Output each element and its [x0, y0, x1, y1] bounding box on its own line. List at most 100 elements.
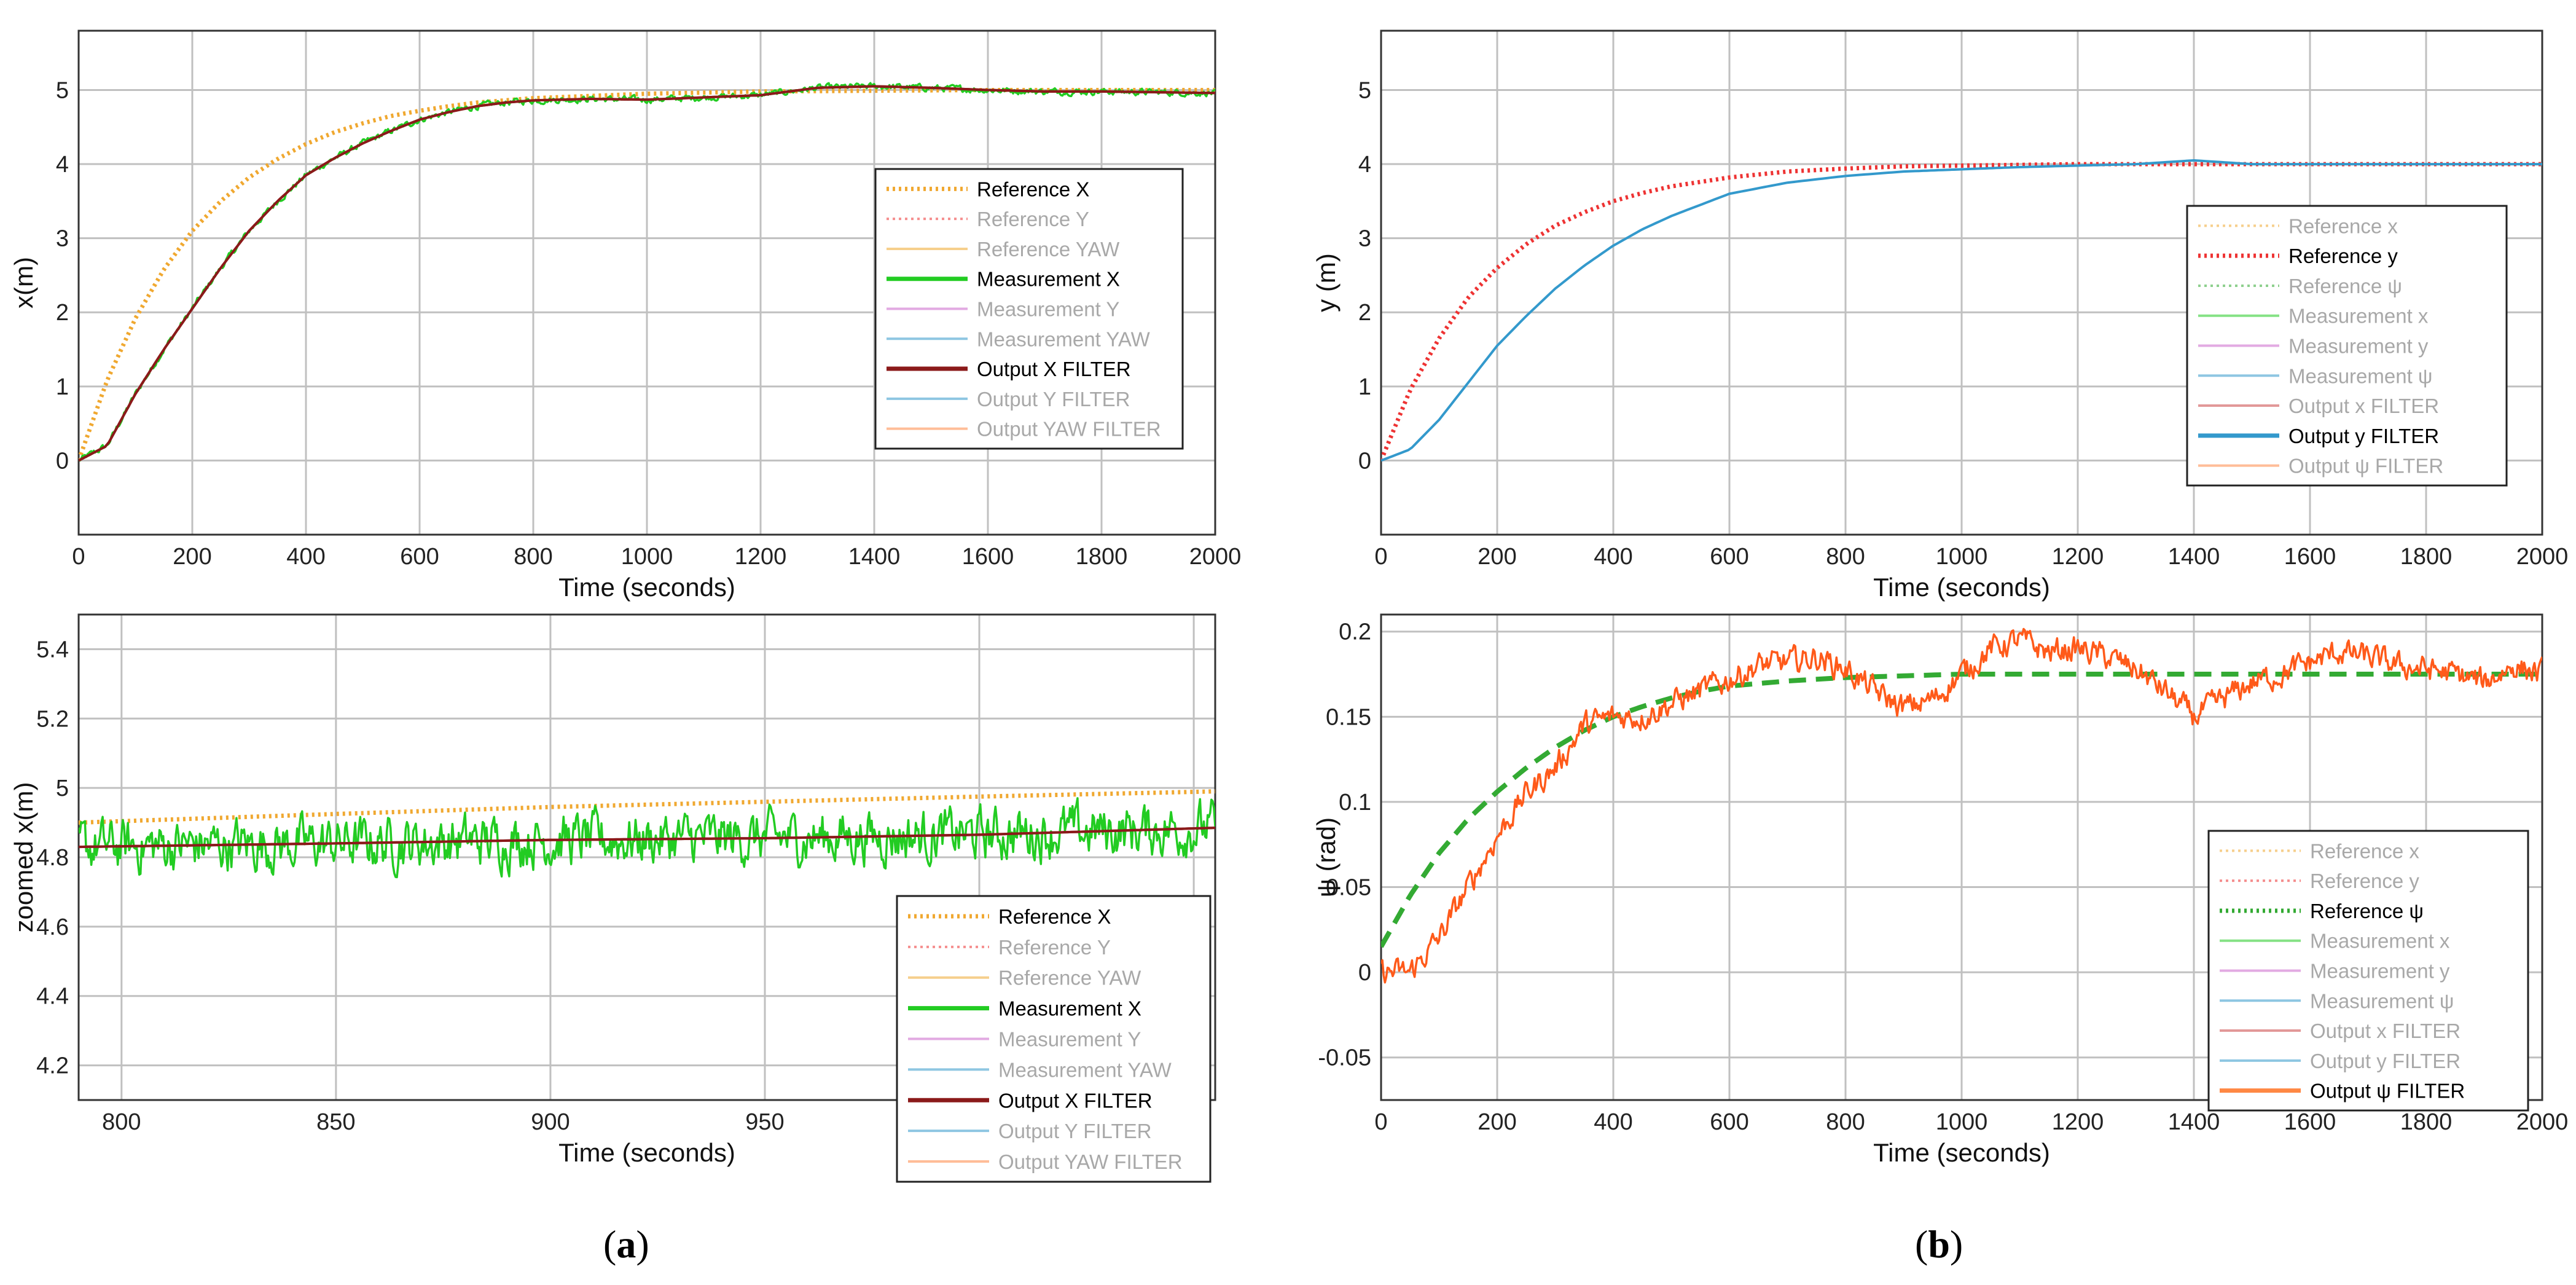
x-tick-label: 400 — [1594, 544, 1632, 570]
legend-entry-label: Output ψ FILTER — [2288, 455, 2443, 477]
legend-entry-label: Reference y — [2310, 870, 2419, 892]
y-tick-label: 5.2 — [36, 706, 69, 732]
x-tick-label: 1600 — [962, 544, 1014, 570]
x-tick-label: 600 — [400, 544, 439, 570]
x-tick-label: 400 — [286, 544, 325, 570]
x-tick-label: 1200 — [2052, 544, 2104, 570]
legend-entry-label: Output X FILTER — [998, 1089, 1153, 1112]
legend-entry-label: Measurement y — [2288, 335, 2429, 358]
y-tick-label: 4 — [56, 152, 69, 178]
y-tick-label: 2 — [56, 300, 69, 326]
x-axis-label: Time (seconds) — [1873, 1138, 2050, 1167]
x-tick-label: 0 — [1374, 1109, 1387, 1135]
y-tick-label: 1 — [1358, 374, 1371, 400]
x-tick-label: 1800 — [2400, 1109, 2453, 1135]
x-axis-label: Time (seconds) — [1873, 573, 2050, 602]
x-tick-label: 200 — [1478, 1109, 1516, 1135]
x-tick-label: 2000 — [1189, 544, 1242, 570]
y-tick-label: 0.15 — [1326, 704, 1371, 730]
x-tick-label: 0 — [72, 544, 85, 570]
x-tick-label: 1200 — [2052, 1109, 2104, 1135]
x-tick-label: 800 — [1826, 544, 1865, 570]
y-tick-label: 0 — [56, 448, 69, 474]
y-tick-label: 4 — [1358, 152, 1371, 178]
x-tick-label: 1800 — [2400, 544, 2453, 570]
y-axis-label: ψ (rad) — [1312, 817, 1341, 897]
x-axis-label: Time (seconds) — [558, 1138, 735, 1167]
legend: Reference x Reference y Reference ψ Measure… — [2207, 830, 2529, 1112]
series-group — [1381, 159, 2542, 462]
series-reference-x — [79, 88, 1215, 462]
legend-entry-label: Output Y FILTER — [977, 388, 1130, 411]
plot-frame — [77, 613, 1216, 1101]
caption-a: (a) — [603, 1222, 649, 1266]
series-group — [79, 82, 1215, 462]
x-tick-label: 1000 — [1936, 544, 1988, 570]
x-tick-label: 1400 — [2168, 1109, 2220, 1135]
x-tick-label: 2000 — [2516, 1109, 2569, 1135]
series-reference- — [1381, 672, 2542, 948]
x-tick-label: 800 — [1826, 1109, 1865, 1135]
y-tick-label: 5 — [56, 77, 69, 103]
x-tick-label: 1800 — [1076, 544, 1128, 570]
x-tick-label: 200 — [173, 544, 211, 570]
legend-entry-label: Measurement ψ — [2310, 989, 2454, 1012]
legend-entry-label: Output YAW FILTER — [977, 418, 1161, 441]
y-axis-label: zoomed x(m) — [9, 782, 38, 932]
legend-entry-label: Reference Y — [998, 936, 1111, 959]
legend-entry-label: Reference X — [998, 905, 1111, 928]
series-output-x-filter-overlay — [79, 85, 1215, 462]
y-tick-label: 4.6 — [36, 914, 69, 940]
caption-b: (b) — [1915, 1222, 1963, 1266]
legend: Reference X Reference Y Reference YAW Measu… — [874, 168, 1184, 450]
series-output-y-filter — [1381, 159, 2542, 462]
y-tick-label: 5 — [56, 776, 69, 801]
plot-frame — [77, 29, 1216, 536]
legend-entry-label: Output Y FILTER — [998, 1120, 1151, 1142]
legend-entry-label: Output X FILTER — [977, 358, 1131, 380]
x-tick-label: 950 — [745, 1109, 784, 1135]
legend-entry-label: Measurement y — [2310, 960, 2450, 983]
legend-entry-label: Reference YAW — [998, 967, 1141, 989]
series-reference-x — [79, 789, 1215, 825]
legend-entry-label: Reference x — [2288, 214, 2398, 237]
legend-entry-label: Reference Y — [977, 208, 1089, 230]
series-group — [79, 789, 1215, 879]
x-tick-label: 600 — [1710, 544, 1748, 570]
plot-frame — [1380, 29, 2543, 536]
x-tick-label: 200 — [1478, 544, 1516, 570]
y-tick-label: -0.05 — [1318, 1045, 1371, 1071]
x-tick-label: 1400 — [2168, 544, 2220, 570]
x-tick-label: 1000 — [1936, 1109, 1988, 1135]
series-output-filter — [1381, 627, 2542, 984]
caption-a-letter: a — [616, 1222, 636, 1266]
legend-entry-label: Measurement X — [977, 268, 1120, 291]
legend-entry-label: Output x FILTER — [2288, 395, 2439, 417]
x-tick-label: 800 — [514, 544, 552, 570]
x-tick-label: 2000 — [2516, 544, 2569, 570]
y-tick-label: 0.1 — [1339, 790, 1371, 815]
y-tick-label: 0 — [1358, 448, 1371, 474]
y-tick-label: 1 — [56, 374, 69, 400]
legend-entry-label: Reference y — [2288, 245, 2398, 267]
series-output-x-filter-overlay — [79, 827, 1215, 849]
chart-top-right: 0 200 400 600 800 1000 1200 1400 1600 1800 2000 0 1 2… — [1312, 29, 2569, 602]
legend-entry-label: Reference ψ — [2288, 275, 2402, 297]
y-tick-label: 3 — [56, 226, 69, 252]
legend: Reference X Reference Y Reference YAW Measu… — [896, 895, 1212, 1183]
y-tick-label: 4.4 — [36, 984, 69, 1010]
y-tick-label: 0 — [1358, 960, 1371, 986]
x-tick-label: 0 — [1374, 544, 1387, 570]
y-axis-label: y (m) — [1312, 253, 1341, 312]
y-tick-label: 4.8 — [36, 845, 69, 871]
caption-b-letter: b — [1928, 1222, 1950, 1266]
y-tick-label: 5 — [1358, 77, 1371, 103]
y-tick-label: 4.2 — [36, 1053, 69, 1079]
series-group — [1381, 627, 2542, 984]
legend-entry-label: Output y FILTER — [2310, 1050, 2461, 1072]
x-tick-label: 1400 — [848, 544, 901, 570]
plot-frame — [1380, 613, 2543, 1101]
legend-entry-label: Output x FILTER — [2310, 1020, 2461, 1042]
legend-entry-label: Measurement Y — [977, 298, 1119, 321]
